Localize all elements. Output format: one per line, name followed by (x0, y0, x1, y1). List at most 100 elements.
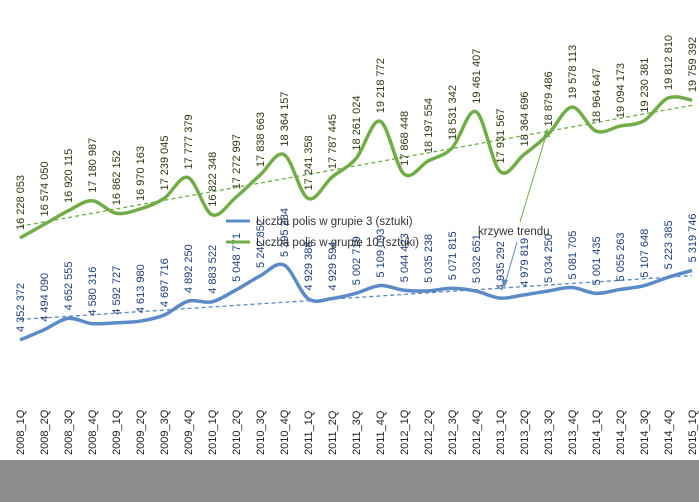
x-tick-label: 2010_1Q (207, 409, 219, 455)
data-label: 17 180 987 (87, 138, 99, 193)
x-tick-label: 2008_2Q (39, 409, 51, 455)
data-label: 17 777 379 (183, 114, 195, 169)
data-label: 5 055 263 (615, 233, 627, 282)
x-tick-label: 2014_4Q (663, 409, 675, 455)
data-label: 4 892 250 (183, 244, 195, 293)
data-label: 18 261 024 (351, 96, 363, 151)
data-label: 5 035 238 (423, 234, 435, 283)
x-tick-label: 2014_2Q (615, 409, 627, 455)
x-tick-label: 2013_4Q (567, 409, 579, 455)
data-label: 18 879 486 (543, 71, 555, 126)
x-tick-label: 2014_3Q (639, 409, 651, 455)
data-label: 5 109 093 (375, 229, 387, 278)
data-label: 19 461 407 (471, 49, 483, 104)
data-label: 5 002 719 (351, 236, 363, 285)
x-tick-label: 2010_3Q (255, 409, 267, 455)
data-label: 18 531 342 (447, 85, 459, 140)
data-label: 19 230 381 (639, 58, 651, 113)
data-label: 5 319 746 (687, 213, 699, 262)
data-label: 5 001 435 (591, 236, 603, 285)
data-label: 17 838 663 (255, 112, 267, 167)
data-label: 5 395 284 (279, 208, 291, 257)
data-label: 4 979 819 (519, 238, 531, 287)
annotation-arrow-blue (504, 241, 518, 285)
trend-annotation: krzywe trendu (478, 128, 550, 288)
data-label: 4 494 090 (39, 273, 51, 322)
x-tick-label: 2014_1Q (591, 409, 603, 455)
data-label: 5 034 250 (543, 234, 555, 283)
legend-item-series-1: Liczba polis w grupie 3 (sztuki) (256, 216, 413, 228)
x-tick-label: 2012_3Q (447, 409, 459, 455)
data-label: 19 578 113 (567, 45, 579, 99)
x-tick-label: 2010_2Q (231, 409, 243, 455)
data-label: 5 081 705 (567, 231, 579, 280)
footer-bar (0, 460, 699, 502)
x-tick-label: 2011_1Q (303, 410, 315, 455)
data-label: 18 364 696 (519, 91, 531, 146)
x-tick-label: 2012_4Q (471, 409, 483, 455)
data-label: 17 239 045 (159, 135, 171, 190)
x-tick-label: 2009_1Q (111, 409, 123, 455)
data-label: 17 241 358 (303, 135, 315, 190)
x-tick-label: 2013_3Q (543, 409, 555, 455)
x-tick-label: 2013_2Q (519, 409, 531, 455)
x-tick-label: 2011_3Q (351, 410, 363, 455)
data-label: 19 812 810 (663, 35, 675, 90)
data-label: 18 197 554 (423, 98, 435, 153)
trend-line-2 (19, 104, 693, 227)
data-label: 19 759 392 (687, 37, 699, 92)
series-line-2 (19, 95, 693, 240)
data-label: 17 868 448 (399, 111, 411, 166)
x-tick-label: 2011_4Q (375, 410, 387, 455)
data-label: 19 094 173 (615, 63, 627, 118)
data-label: 5 032 651 (471, 234, 483, 283)
data-label: 16 574 050 (39, 161, 51, 216)
data-label: 16 920 115 (63, 149, 75, 203)
x-tick-label: 2008_4Q (87, 409, 99, 455)
x-tick-label: 2008_1Q (15, 409, 27, 455)
x-tick-label: 2009_2Q (135, 409, 147, 455)
x-tick-label: 2013_1Q (495, 409, 507, 455)
data-label: 4 929 388 (303, 242, 315, 291)
data-label: 4 613 980 (135, 264, 147, 313)
x-tick-label: 2015_1Q (687, 409, 699, 455)
x-tick-label: 2009_3Q (159, 409, 171, 455)
data-label: 19 218 772 (375, 58, 387, 113)
data-label: 17 931 567 (495, 108, 507, 163)
legend: Liczba polis w grupie 3 (sztuki) Liczba … (226, 216, 419, 249)
data-label: 16 970 163 (135, 146, 147, 201)
data-label: 5 071 815 (447, 231, 459, 280)
legend-item-series-2: Liczba polis w grupie 10 (sztuki) (256, 237, 419, 249)
data-label: 5 048 771 (231, 233, 243, 282)
x-tick-label: 2008_3Q (63, 409, 75, 455)
data-label: 4 592 727 (111, 266, 123, 315)
data-label: 18 964 647 (591, 68, 603, 123)
data-label: 4 697 716 (159, 258, 171, 307)
data-label: 5 044 423 (399, 233, 411, 282)
data-label: 16 822 348 (207, 152, 219, 207)
data-label: 4 652 555 (63, 261, 75, 310)
data-label: 18 364 157 (279, 92, 291, 147)
line-chart: 16 228 053 16 574 050 16 920 115 17 180 987… (15, 35, 699, 455)
x-tick-label: 2012_2Q (423, 409, 435, 455)
data-label: 17 787 445 (327, 114, 339, 169)
x-tick-label: 2010_4Q (279, 409, 291, 455)
x-tick-label: 2009_4Q (183, 409, 195, 455)
data-label: 4 352 372 (15, 283, 27, 332)
data-label: 5 223 385 (663, 220, 675, 269)
data-label: 5 242 852 (255, 219, 267, 268)
x-tick-label: 2012_1Q (399, 409, 411, 455)
data-label: 4 580 316 (87, 267, 99, 316)
annotation-label: krzywe trendu (478, 226, 550, 238)
data-label: 16 228 053 (15, 175, 27, 230)
annotation-arrow-green (519, 131, 548, 223)
data-label: 4 883 522 (207, 245, 219, 294)
series-line-1 (19, 262, 693, 342)
data-label: 5 107 648 (639, 229, 651, 278)
trend-line-1 (19, 274, 693, 321)
data-label: 17 272 997 (231, 134, 243, 189)
data-label: 4 929 594 (327, 242, 339, 291)
data-label: 16 862 152 (111, 150, 123, 205)
x-tick-label: 2011_2Q (327, 410, 339, 455)
